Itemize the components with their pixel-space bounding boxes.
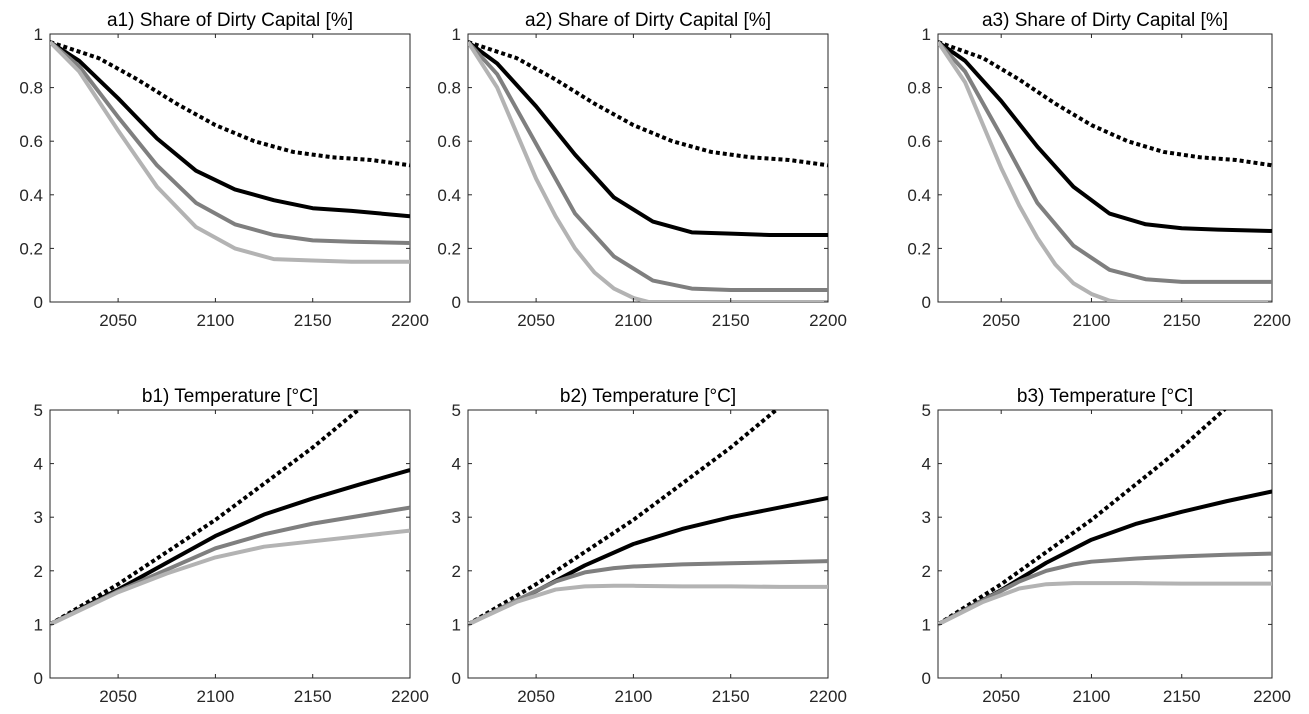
series-line-3 [50, 40, 410, 246]
x-tick-label: 2100 [196, 687, 234, 706]
x-tick-label: 2050 [517, 687, 555, 706]
series-line-2 [50, 468, 410, 627]
plot-area [467, 33, 829, 303]
x-tick-label: 2150 [1163, 311, 1201, 330]
y-tick-label: 1 [452, 615, 461, 634]
y-tick-label: 0.6 [19, 132, 43, 151]
x-tick-label: 2100 [1073, 687, 1111, 706]
panel-a2: a2) Share of Dirty Capital [%] 2050 2100 2… [437, 10, 847, 330]
x-tick-label: 2100 [614, 311, 652, 330]
panel-a1: a1) Share of Dirty Capital [%] 2050 2100 2… [19, 10, 429, 330]
panel-title: a3) Share of Dirty Capital [%] [982, 10, 1228, 31]
series-line-2 [50, 40, 410, 219]
y-tick-label: 1 [922, 615, 931, 634]
x-tick-label: 2200 [1253, 687, 1291, 706]
y-tick-label: 0.4 [437, 186, 461, 205]
y-tick-label: 0 [452, 669, 461, 688]
y-tick-label: 0.4 [907, 186, 931, 205]
series-line-1 [468, 410, 780, 627]
y-tick-label: 0.2 [437, 239, 461, 258]
y-tick-label: 2 [452, 562, 461, 581]
x-tick-label: 2100 [196, 311, 234, 330]
x-tick-label: 2050 [99, 311, 137, 330]
y-tick-label: 0.8 [437, 79, 461, 98]
panel-title: a1) Share of Dirty Capital [%] [107, 10, 353, 31]
y-tick-label: 0.2 [19, 239, 43, 258]
x-tick-label: 2150 [712, 311, 750, 330]
series-line-3 [468, 40, 828, 292]
x-tick-label: 2100 [614, 687, 652, 706]
series-line-4 [50, 528, 410, 627]
panel-b3: b3) Temperature [°C] 2050 2100 2150 2200 0 1 2… [922, 386, 1291, 706]
x-tick-label: 2150 [712, 687, 750, 706]
y-tick-label: 0.6 [437, 132, 461, 151]
x-tick-label: 2200 [391, 311, 429, 330]
y-tick-label: 2 [34, 562, 43, 581]
y-tick-label: 0 [34, 669, 43, 688]
plot-area [467, 409, 829, 679]
y-tick-label: 0 [34, 293, 43, 312]
y-tick-label: 0.8 [907, 79, 931, 98]
series-line-1 [50, 40, 410, 168]
y-tick-label: 0.4 [19, 186, 43, 205]
x-tick-label: 2200 [809, 311, 847, 330]
y-tick-label: 2 [922, 562, 931, 581]
panel-title: b2) Temperature [°C] [560, 386, 736, 407]
series-line-4 [938, 40, 1272, 302]
x-tick-label: 2150 [294, 687, 332, 706]
panel-title: b1) Temperature [°C] [142, 386, 318, 407]
y-tick-label: 5 [452, 401, 461, 420]
y-tick-label: 1 [452, 25, 461, 44]
y-tick-label: 0.8 [19, 79, 43, 98]
y-tick-label: 4 [34, 455, 43, 474]
series-line-3 [468, 559, 828, 627]
x-tick-label: 2050 [517, 311, 555, 330]
series-line-2 [938, 40, 1272, 233]
y-tick-label: 0.2 [907, 239, 931, 258]
panel-b1: b1) Temperature [°C] 2050 2100 2150 2200 0 1 2… [34, 386, 429, 706]
y-tick-label: 4 [922, 455, 931, 474]
y-tick-label: 3 [922, 508, 931, 527]
y-tick-label: 5 [34, 401, 43, 420]
series-line-2 [468, 40, 828, 237]
plot-area [937, 409, 1273, 679]
y-tick-label: 3 [34, 508, 43, 527]
series-line-4 [50, 40, 410, 264]
y-tick-label: 0 [922, 669, 931, 688]
plot-area [937, 33, 1273, 303]
x-tick-label: 2150 [1163, 687, 1201, 706]
x-tick-label: 2050 [982, 687, 1020, 706]
series-line-1 [468, 40, 828, 168]
y-tick-label: 0.6 [907, 132, 931, 151]
series-line-1 [938, 410, 1227, 627]
series-line-4 [938, 581, 1272, 627]
y-tick-label: 1 [34, 615, 43, 634]
x-tick-label: 2200 [809, 687, 847, 706]
y-tick-label: 5 [922, 401, 931, 420]
plot-area [49, 33, 411, 303]
panel-b2: b2) Temperature [°C] 2050 2100 2150 2200 0 1 2… [452, 386, 847, 706]
panel-title: b3) Temperature [°C] [1017, 386, 1193, 407]
series-line-1 [50, 410, 362, 627]
series-line-3 [938, 551, 1272, 627]
x-tick-label: 2150 [294, 311, 332, 330]
panel-a3: a3) Share of Dirty Capital [%] 2050 2100 2… [907, 10, 1291, 330]
y-tick-label: 4 [452, 455, 461, 474]
series-line-4 [468, 40, 828, 302]
panel-title: a2) Share of Dirty Capital [%] [525, 10, 771, 31]
y-tick-label: 0 [922, 293, 931, 312]
y-tick-label: 1 [34, 25, 43, 44]
y-tick-label: 1 [922, 25, 931, 44]
x-tick-label: 2050 [982, 311, 1020, 330]
series-line-4 [468, 583, 828, 627]
x-tick-label: 2100 [1073, 311, 1111, 330]
x-tick-label: 2200 [391, 687, 429, 706]
series-line-3 [938, 40, 1272, 284]
x-tick-label: 2200 [1253, 311, 1291, 330]
x-tick-label: 2050 [99, 687, 137, 706]
y-tick-label: 0 [452, 293, 461, 312]
y-tick-label: 3 [452, 508, 461, 527]
